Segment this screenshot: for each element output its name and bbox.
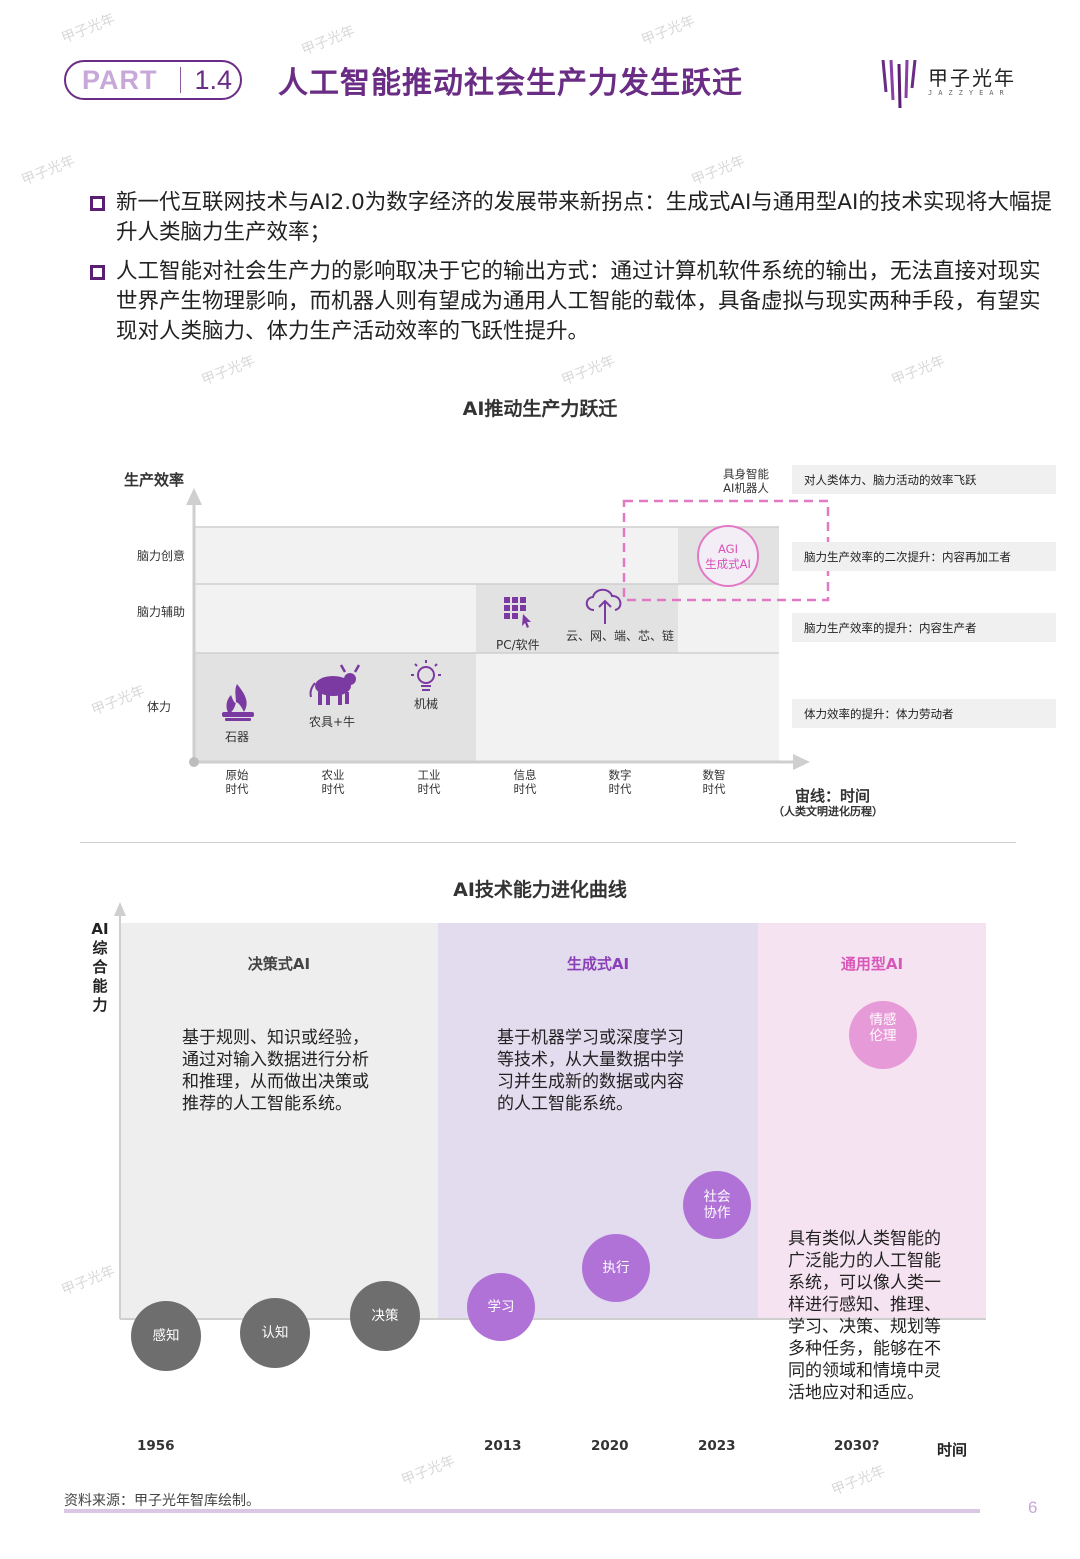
era-label: 农业 时代 — [321, 768, 345, 796]
node-perception — [131, 1301, 201, 1371]
robot-label: AI机器人 — [723, 481, 769, 495]
node-social — [683, 1171, 751, 1239]
item-machine: 机械 — [414, 697, 439, 711]
node-learning — [467, 1273, 535, 1341]
chart2-nodes — [131, 1001, 917, 1371]
logo-subtext: JAZZYEAR — [928, 89, 1010, 97]
year-label: 2020 — [591, 1438, 629, 1454]
node-label: 情感 伦理 — [869, 1012, 897, 1044]
era-label: 原始 时代 — [225, 768, 249, 796]
node-label: 学习 — [487, 1299, 515, 1315]
brand-logo: 甲子光年 JAZZYEAR — [880, 58, 1020, 108]
item-pc: PC/软件 — [496, 638, 540, 652]
logo-text: 甲子光年 — [928, 66, 1016, 90]
embodied-label: 具身智能 — [723, 467, 769, 481]
watermark: 甲子光年 — [829, 1463, 888, 1499]
origin-dot — [189, 757, 199, 767]
item-cloud: 云、网、端、芯、链 — [566, 629, 675, 643]
agi-label: AGI — [718, 542, 738, 556]
level-label-physical: 体力 — [147, 700, 172, 714]
lightbulb-icon — [411, 660, 441, 691]
agi-circle — [697, 525, 759, 587]
bullet-text: 新一代互联网技术与AI2.0为数字经济的发展带来新拐点：生成式AI与通用型AI的… — [116, 190, 1052, 245]
part-separator — [179, 67, 181, 93]
level-label-assist: 脑力辅助 — [137, 605, 186, 619]
chart2-graphic — [114, 902, 986, 1320]
app-grid-icon — [504, 597, 531, 628]
item-stone: 石器 — [225, 730, 250, 744]
era-label: 数智 时代 — [702, 768, 726, 796]
fire-icon — [222, 684, 254, 721]
chart2-x-axis-label: 时间 — [937, 1441, 968, 1459]
cloud-upload-icon — [585, 588, 622, 624]
page-title: 人工智能推动社会生产力发生跃迁 — [278, 66, 743, 101]
year-label: 2013 — [484, 1438, 522, 1454]
zone-title-generative: 生成式AI — [566, 955, 630, 973]
physical-era-block — [194, 653, 476, 762]
item-farm: 农具+牛 — [309, 715, 356, 729]
node-label: 认知 — [261, 1325, 289, 1341]
bullet-square-icon — [90, 196, 105, 211]
generative-ai-label: 生成式AI — [705, 557, 751, 571]
node-label: 社会 协作 — [703, 1189, 731, 1221]
effect-label: 脑力生产效率的提升：内容生产者 — [792, 613, 1056, 642]
zone-desc-generative: 基于机器学习或深度学习 等技术，从大量数据中学 习并生成新的数据或内容 的人工智能系统… — [497, 1028, 684, 1114]
x-axis-sublabel: （人类文明进化历程） — [773, 805, 883, 818]
zone-title-decision: 决策式AI — [247, 955, 311, 973]
zone-decision — [120, 923, 438, 1319]
y-axis-label: 生产效率 — [124, 471, 185, 489]
bullet-point: 人工智能对社会生产力的影响取决于它的输出方式：通过计算机软件系统的输出，无法直接… — [90, 257, 1058, 347]
part-number: 1.4 — [194, 64, 233, 95]
era-label: 数字 时代 — [608, 768, 632, 796]
bullet-point: 新一代互联网技术与AI2.0为数字经济的发展带来新拐点：生成式AI与通用型AI的… — [90, 188, 1058, 248]
section-divider — [80, 842, 1016, 843]
chart1-title: AI推动生产力跃迁 — [462, 398, 618, 420]
y-axis-arrow-icon — [186, 488, 202, 505]
bullet-square-icon — [90, 265, 105, 280]
x-axis-label: 宙线：时间 — [795, 787, 871, 805]
node-cognition — [240, 1298, 310, 1368]
zone-desc-decision: 基于规则、知识或经验， 通过对输入数据进行分析 和推理，从而做出决策或 推荐的人工智能… — [182, 1028, 369, 1114]
year-label: 2030? — [834, 1438, 880, 1454]
part-label: PART — [82, 64, 158, 95]
effect-label: 对人类体力、脑力活动的效率飞跃 — [792, 465, 1056, 494]
bullet-text: 人工智能对社会生产力的影响取决于它的输出方式：通过计算机软件系统的输出，无法直接… — [116, 259, 1041, 344]
footer-bar — [64, 1509, 980, 1513]
part-badge: PART 1.4 — [64, 60, 242, 100]
zone-title-general: 通用型AI — [840, 955, 904, 973]
level-label-creative: 脑力创意 — [137, 549, 186, 563]
effect-label: 体力效率的提升：体力劳动者 — [792, 699, 1056, 728]
agi-highlight-box — [622, 499, 830, 602]
logo-mark-icon — [881, 59, 917, 108]
zone-general — [758, 923, 986, 1319]
era-label: 工业 时代 — [417, 768, 441, 796]
year-label: 2023 — [698, 1438, 736, 1454]
effect-label: 脑力生产效率的二次提升：内容再加工者 — [792, 542, 1056, 571]
node-label: 感知 — [152, 1328, 180, 1344]
node-decision — [350, 1281, 420, 1351]
chart2-y-axis-label: AI 综合能力 — [91, 920, 109, 1014]
zone-desc-general: 具有类似人类智能的 广泛能力的人工智能 系统，可以像人类一 样进行感知、推理、 学习、… — [788, 1229, 941, 1403]
x-axis-arrow-icon — [793, 754, 810, 770]
page-number: 6 — [1028, 1498, 1038, 1517]
node-emotion — [849, 1001, 917, 1069]
year-label: 1956 — [137, 1438, 175, 1454]
watermark: 甲子光年 — [399, 1453, 458, 1489]
chart2-title: AI技术能力进化曲线 — [453, 879, 627, 901]
chart1-graphic — [186, 488, 830, 770]
ox-icon — [309, 664, 361, 705]
node-label: 决策 — [371, 1308, 399, 1324]
chart2-y-arrow-icon — [114, 902, 126, 916]
node-execution — [582, 1234, 650, 1302]
source-note: 资料来源：甲子光年智库绘制。 — [64, 1493, 260, 1509]
era-label: 信息 时代 — [513, 768, 537, 796]
node-label: 执行 — [602, 1260, 630, 1276]
